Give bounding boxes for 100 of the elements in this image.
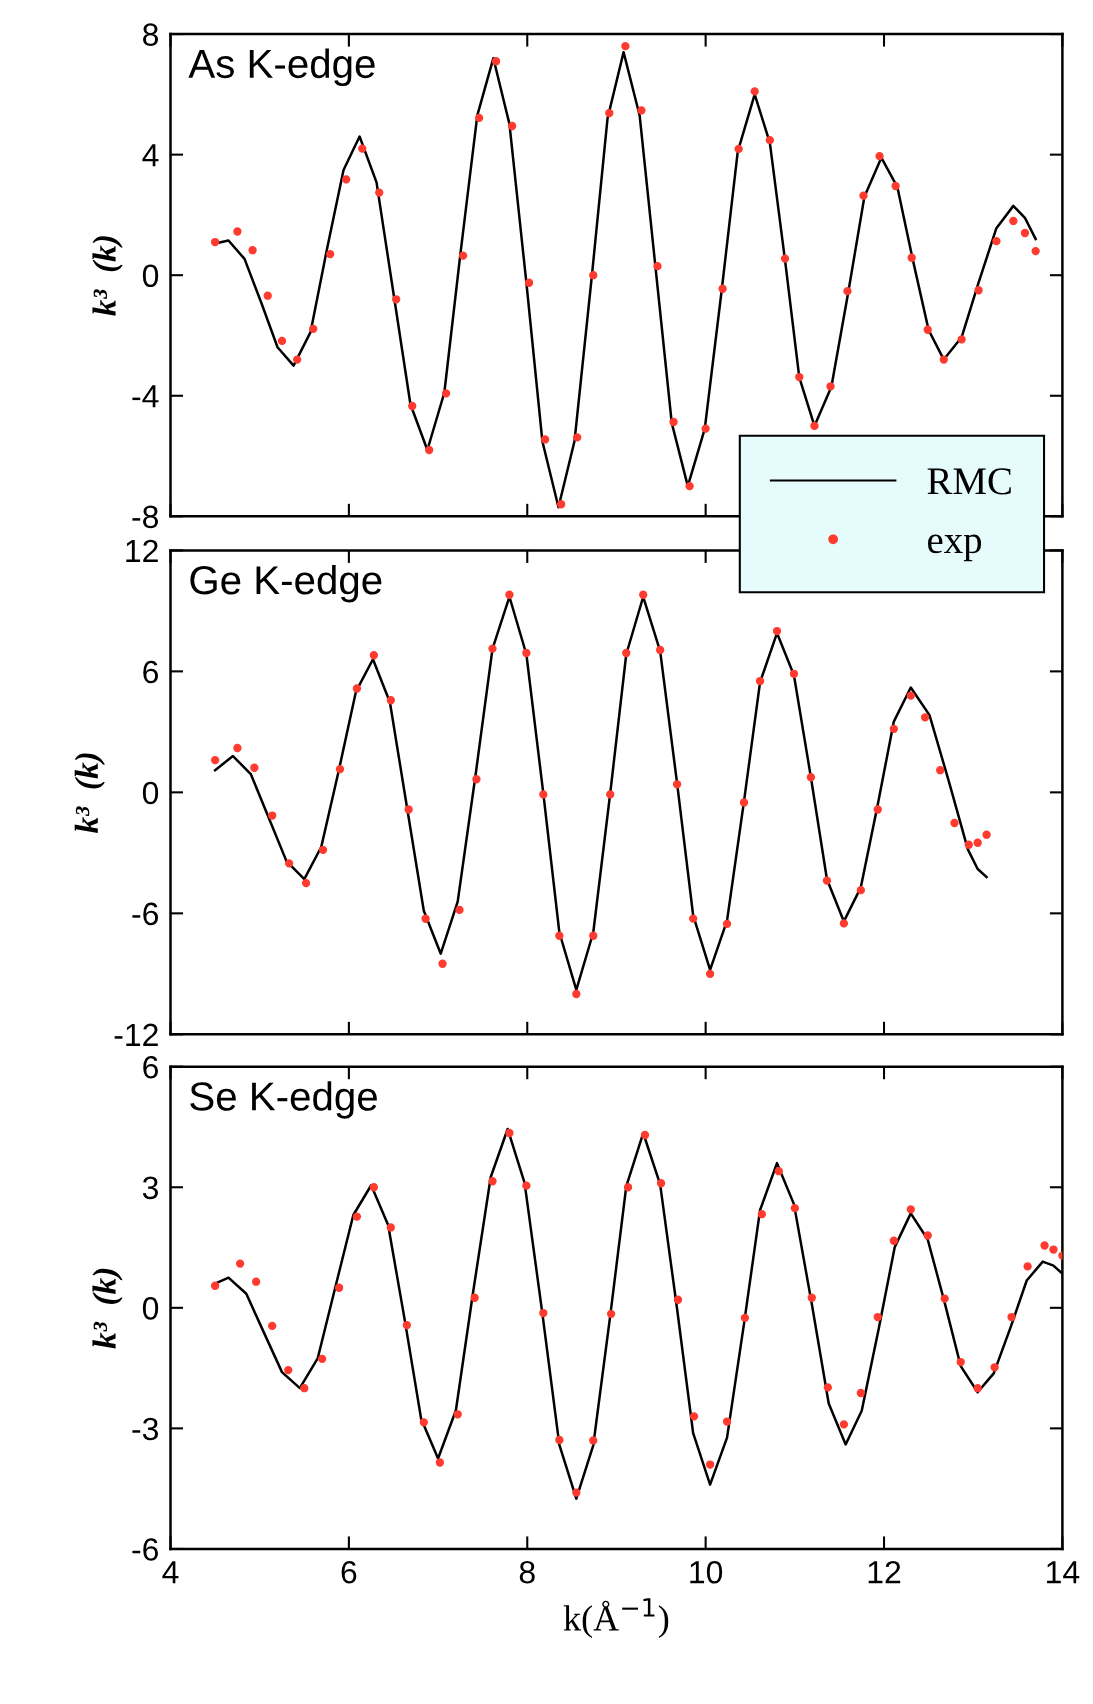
point: [936, 766, 945, 775]
y-tick-label: 4: [142, 144, 159, 167]
point: [673, 1295, 683, 1304]
point: [823, 1383, 832, 1392]
point: [656, 1179, 666, 1188]
point: [974, 286, 983, 295]
point: [765, 136, 775, 145]
point: [572, 989, 581, 999]
point: [300, 1384, 309, 1393]
point: [637, 106, 646, 115]
y-tick-label: 3: [142, 1176, 158, 1200]
y-tick-label: 12: [126, 539, 158, 562]
point: [956, 1357, 965, 1367]
point: [606, 790, 615, 799]
point: [789, 669, 799, 678]
y-axis-title: k³ (k): [74, 753, 105, 833]
point: [522, 1181, 531, 1190]
point: [248, 246, 257, 255]
point: [335, 765, 345, 774]
point: [859, 191, 868, 200]
point: [621, 41, 630, 51]
point: [573, 433, 582, 442]
point: [419, 1418, 428, 1427]
legend-label: RMC: [927, 468, 1011, 495]
point: [889, 724, 898, 734]
point: [839, 1420, 849, 1429]
y-tick-label: 8: [143, 23, 159, 46]
point: [722, 919, 732, 928]
x-tick-label: 12: [868, 1560, 901, 1584]
point: [352, 1212, 362, 1221]
point: [277, 336, 287, 346]
point: [826, 382, 835, 391]
point: [923, 1231, 932, 1240]
point: [1049, 1245, 1058, 1254]
point: [358, 144, 367, 153]
point: [734, 144, 743, 154]
point: [453, 1410, 462, 1419]
point: [522, 648, 531, 658]
point: [1031, 246, 1040, 256]
x-tick-label: 14: [1047, 1561, 1080, 1584]
point: [455, 905, 464, 915]
point: [705, 969, 715, 978]
point: [939, 355, 948, 364]
point: [309, 324, 318, 334]
point: [556, 500, 566, 509]
point: [404, 805, 413, 814]
point: [539, 1308, 548, 1318]
annotation: Ge K-edge: [190, 564, 382, 603]
point: [780, 254, 790, 263]
y-tick-label: -6: [132, 1538, 158, 1561]
point: [685, 482, 694, 491]
point: [1020, 228, 1030, 238]
x-tick-label: 10: [690, 1560, 723, 1584]
point: [750, 87, 759, 96]
point: [210, 237, 220, 247]
point: [334, 1283, 344, 1292]
point: [555, 931, 564, 940]
point: [923, 325, 932, 334]
point: [507, 121, 517, 131]
point: [689, 1412, 699, 1421]
point: [369, 651, 379, 660]
point: [795, 372, 804, 382]
point: [488, 1177, 497, 1186]
point: [402, 1320, 412, 1330]
point: [386, 1223, 395, 1232]
point: [375, 188, 384, 197]
y-tick-label: 6: [143, 660, 158, 684]
point: [1023, 1262, 1032, 1271]
point: [572, 1488, 581, 1497]
point: [589, 931, 598, 940]
y-tick-label: 0: [142, 264, 159, 288]
point: [1040, 1241, 1049, 1250]
point: [722, 1417, 732, 1426]
y-tick-label: 6: [143, 1055, 158, 1079]
point: [284, 1365, 293, 1375]
point: [623, 1183, 633, 1192]
point: [421, 914, 430, 923]
point: [318, 845, 328, 854]
point: [990, 1363, 999, 1372]
y-axis-title: k³ (k): [92, 236, 123, 316]
point: [233, 743, 242, 753]
point: [822, 876, 832, 885]
point: [950, 818, 959, 828]
point: [352, 684, 362, 693]
y-tick-label: 0: [142, 1297, 159, 1320]
point: [369, 1183, 379, 1192]
point: [540, 435, 550, 444]
point: [622, 648, 631, 658]
point: [856, 1388, 865, 1398]
y-tick-label: 0: [142, 781, 159, 805]
point: [992, 236, 1001, 246]
point: [325, 249, 335, 259]
y-tick-label: -4: [132, 385, 159, 408]
point: [873, 805, 882, 814]
point: [843, 287, 852, 296]
point: [458, 251, 468, 260]
y-tick-label: -3: [132, 1417, 158, 1441]
point: [790, 1203, 799, 1213]
point: [408, 401, 417, 411]
point: [438, 959, 447, 968]
